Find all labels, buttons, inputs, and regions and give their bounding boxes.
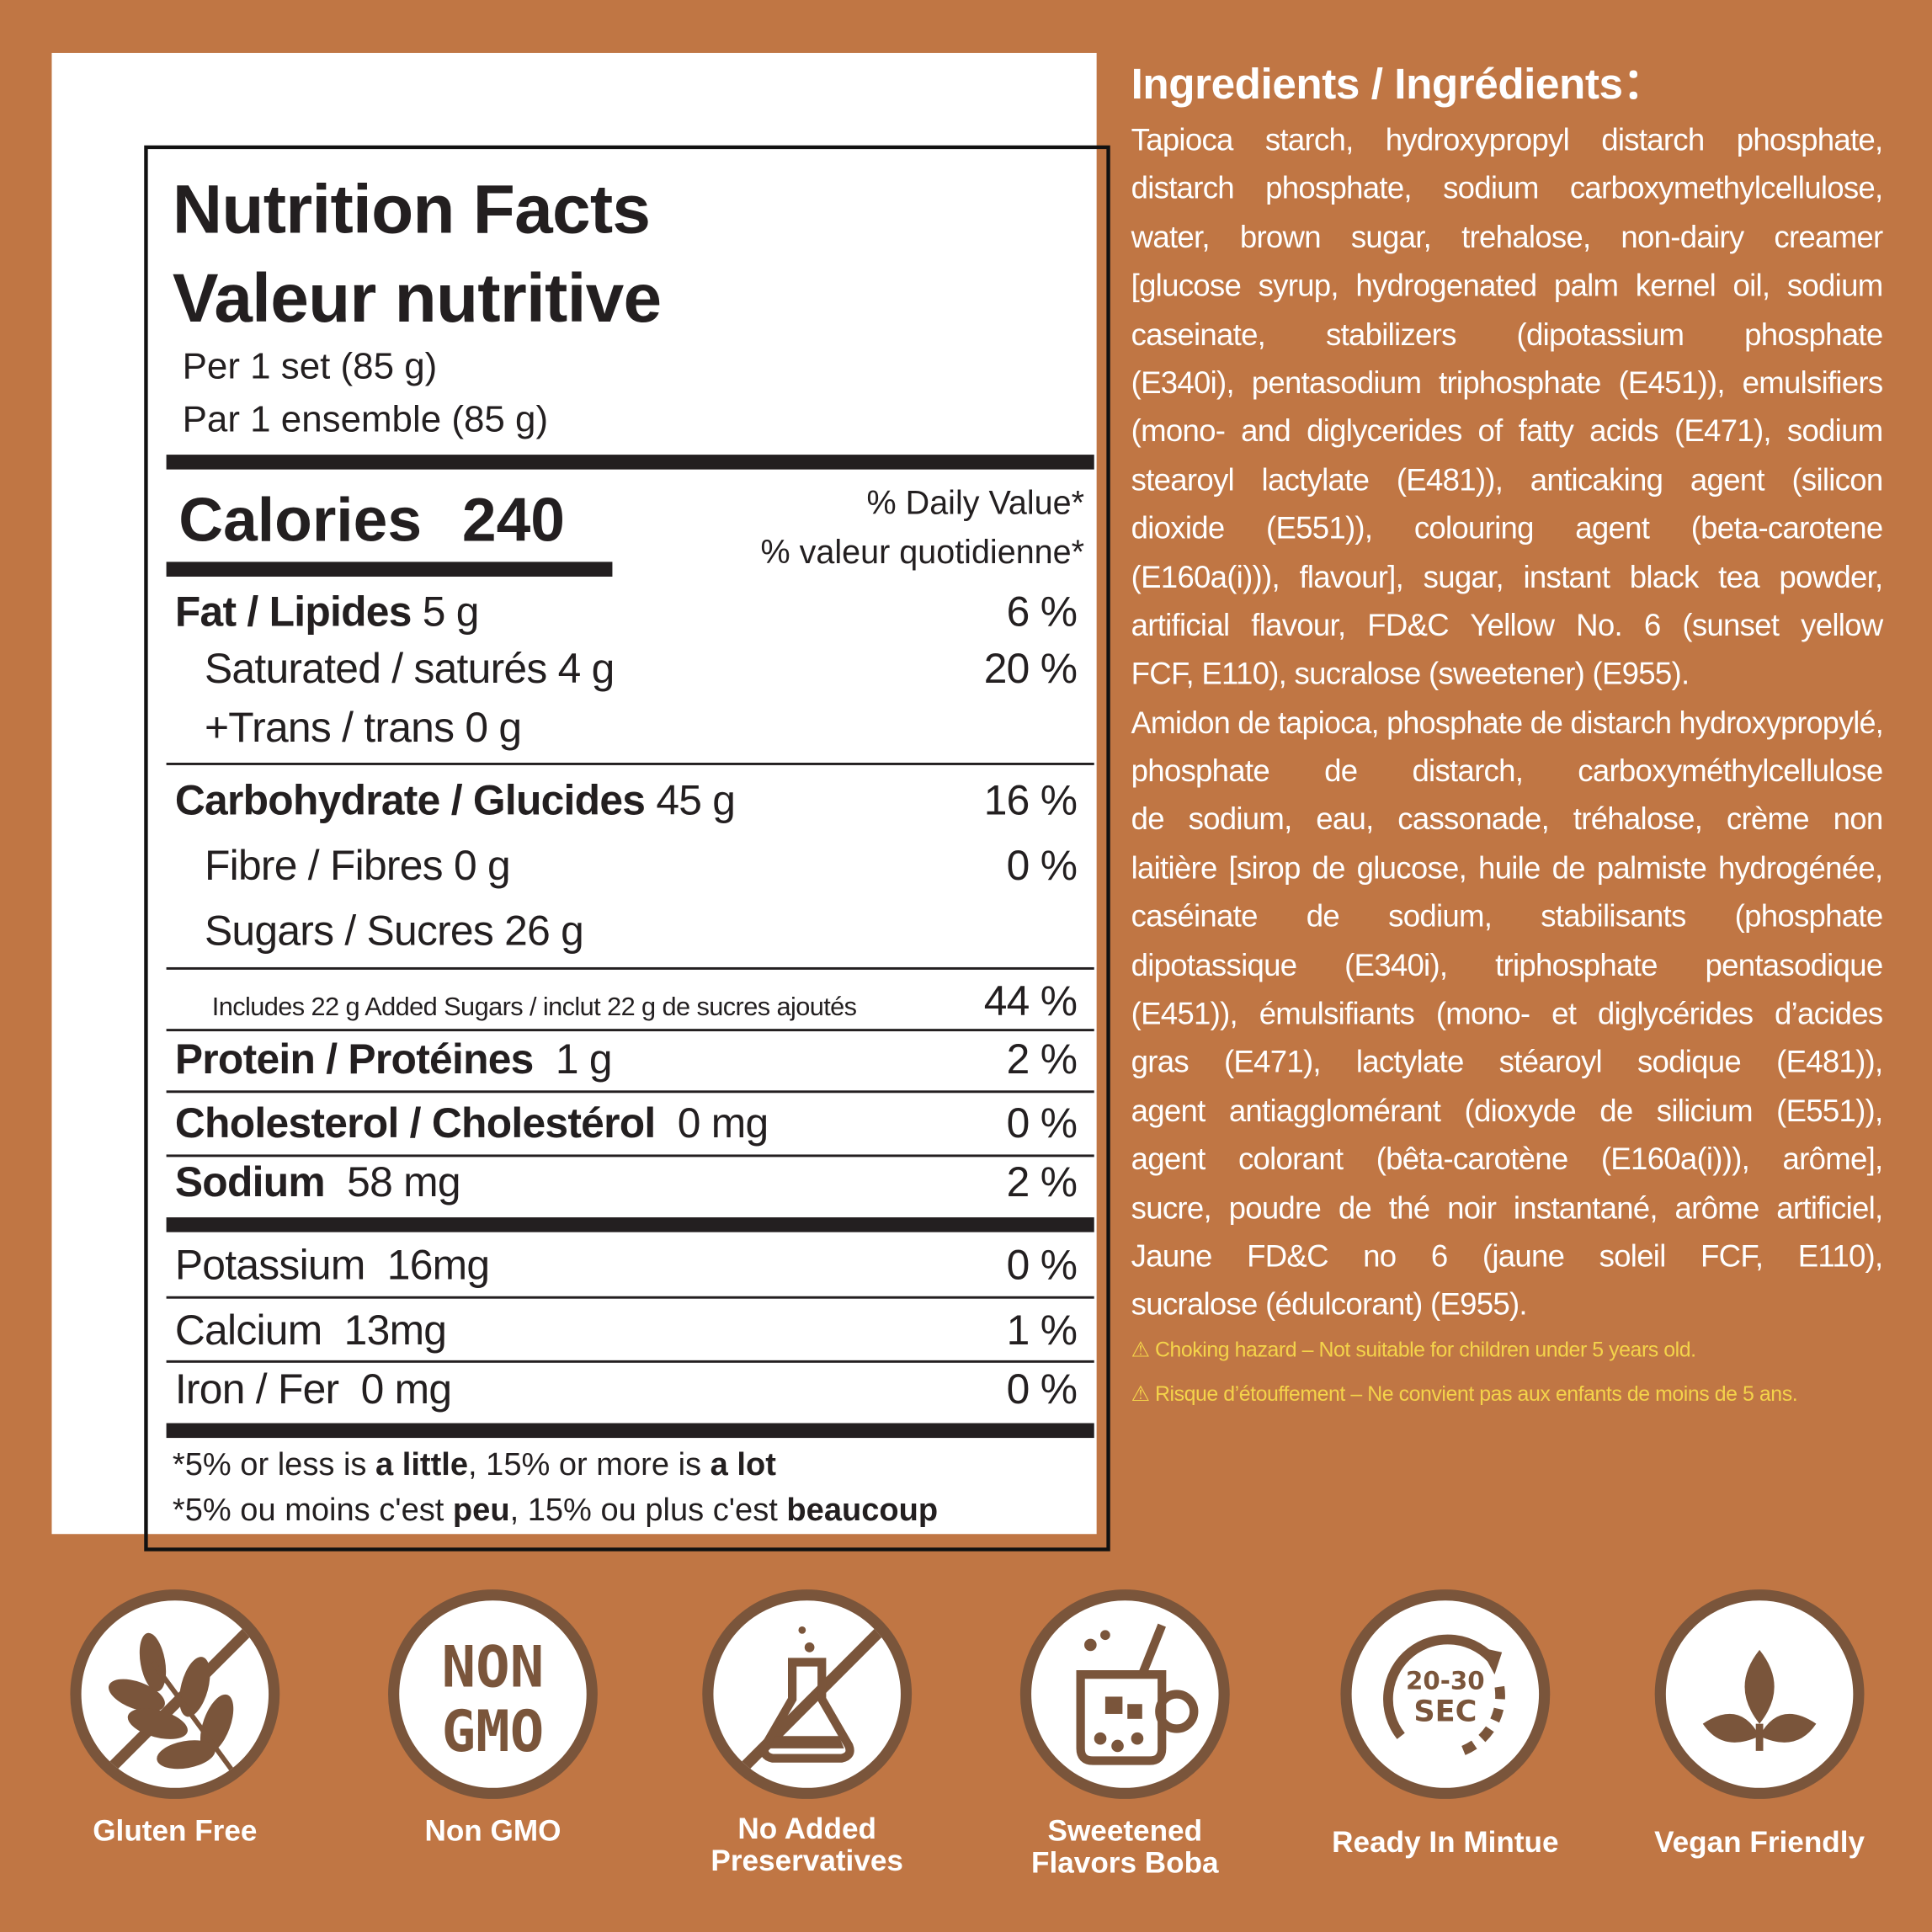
calories-label: Calories [178,485,423,555]
ingredient-line: agent antiagglomérant (dioxyde de silici… [1131,1094,1884,1129]
row-sugars: Sugars / Sucres 26 g [204,907,584,955]
ingredient-line: dipotassique (E340i), triphosphate penta… [1131,948,1884,983]
divider [166,762,1094,765]
divider [166,1090,1094,1094]
row-iron: Iron / Fer 0 mg 0 % [174,1366,1078,1413]
svg-text:SEC: SEC [1413,1695,1477,1729]
row-calcium: Calcium 13mg 1 % [174,1307,1078,1355]
title-fr: Valeur nutritive [172,258,662,337]
wheat-crossed-icon [70,1589,280,1799]
row-carbohydrate: Carbohydrate / Glucides 45 g 16 % [174,777,1078,825]
ingredients-en: Tapioca starch, hydroxypropyl distarch p… [1131,117,1884,700]
serving-fr: Par 1 ensemble (85 g) [182,399,549,440]
row-added-sugars: Includes 22 g Added Sugars / inclut 22 g… [211,978,1078,1025]
row-potassium: Potassium 16mg 0 % [174,1242,1078,1289]
svg-text:GMO: GMO [442,1699,545,1764]
divider [166,1154,1094,1158]
calories-divider [166,562,613,577]
ingredient-line: Jaune FD&C no 6 (jaune soleil FCF, E110)… [1131,1239,1884,1275]
row-cholesterol: Cholesterol / Cholestérol 0 mg 0 % [174,1100,1078,1147]
row-sodium: Sodium 58 mg 2 % [174,1159,1078,1206]
thick-divider [166,455,1094,470]
ingredient-line: phosphate de distarch, carboxyméthylcell… [1131,753,1884,789]
ingredient-line: [glucose syrup, hydrogenated palm kernel… [1131,269,1884,304]
badge-label-non-gmo: Non GMO [424,1814,562,1849]
warning-fr: ⚠ Risque d’étouffement – Ne convient pas… [1131,1382,1798,1407]
ingredient-line: distarch phosphate, sodium carboxymethyl… [1131,172,1884,207]
svg-text:NON: NON [442,1635,545,1700]
ingredient-line: gras (E471), lactylate stéaroyl sodique … [1131,1045,1884,1080]
non-gmo-icon: NON GMO [388,1589,598,1799]
ingredient-line: stearoyl lactylate (E481)), anticaking a… [1131,462,1884,498]
badge-label-ready: Ready In Mintue [1332,1826,1559,1860]
ingredients-section: Ingredients / Ingrédients： Tapioca starc… [1131,50,1884,1331]
badge-label-no-preservatives: No Added Preservatives [711,1812,903,1878]
footnote-fr: *5% ou moins c'est peu, 15% ou plus c'es… [172,1491,939,1528]
ingredient-line: (mono- and diglycerides of fatty acids (… [1131,414,1884,450]
badge-label-sweetened-boba: Sweetened Flavors Boba [1031,1814,1219,1881]
ingredient-line: caseinate, stabilizers (dipotassium phos… [1131,317,1884,352]
daily-value-en: % Daily Value* [866,484,1085,522]
nutrition-panel: Nutrition Facts Valeur nutritive Per 1 s… [51,52,1110,1551]
boba-mug-icon [1019,1589,1230,1799]
badge-label-vegan: Vegan Friendly [1654,1826,1865,1860]
divider [166,1296,1094,1299]
ingredient-line: FCF, E110), sucralose (sweetener) (E955)… [1131,657,1690,692]
divider [166,1360,1094,1363]
ingredient-line: water, brown sugar, trehalose, non-dairy… [1131,220,1884,255]
ingredient-line: dioxide (E551)), colouring agent (beta-c… [1131,511,1884,546]
ingredient-line: (E160a(i))), flavour], sugar, instant bl… [1131,560,1884,595]
warning-en: ⚠ Choking hazard – Not suitable for chil… [1131,1338,1696,1362]
timer-icon: 20-30 SEC [1340,1589,1551,1799]
ingredient-line: Amidon de tapioca, phosphate de distarch… [1131,705,1884,741]
ingredient-line: laitière [sirop de glucose, huile de pal… [1131,851,1884,886]
divider [166,966,1094,970]
ingredient-line: sucralose (édulcorant) (E955). [1131,1288,1528,1323]
ingredient-line: de sodium, eau, cassonade, tréhalose, cr… [1131,802,1884,838]
ingredient-line: caséinate de sodium, stabilisants (phosp… [1131,899,1884,934]
ingredient-line: (E340i), pentasodium triphosphate (E451)… [1131,365,1884,401]
nutrition-facts-table: Nutrition Facts Valeur nutritive Per 1 s… [144,145,1110,1551]
ingredient-line: (E451)), émulsifiants (mono- et diglycér… [1131,997,1884,1032]
row-trans: +Trans / trans 0 g [204,705,522,752]
serving-en: Per 1 set (85 g) [182,346,438,387]
svg-text:20-30: 20-30 [1406,1667,1485,1695]
ingredients-fr: Amidon de tapioca, phosphate de distarch… [1131,700,1884,1331]
flask-crossed-icon [702,1589,913,1799]
calories-value: 240 [461,485,565,555]
badge-label-gluten-free: Gluten Free [93,1814,258,1849]
thick-divider [166,1423,1094,1439]
leaves-icon [1654,1589,1865,1799]
divider [166,1029,1094,1032]
title-en: Nutrition Facts [172,169,651,248]
thick-divider [166,1217,1094,1232]
ingredient-line: sucre, poudre de thé noir instantané, ar… [1131,1190,1884,1226]
row-saturated: Saturated / saturés 4 g 20 % [204,645,1078,693]
footnote-en: *5% or less is a little, 15% or more is … [172,1445,776,1482]
ingredient-line: Tapioca starch, hydroxypropyl distarch p… [1131,123,1884,158]
ingredient-line: artificial flavour, FD&C Yellow No. 6 (s… [1131,608,1884,643]
daily-value-fr: % valeur quotidienne* [760,533,1085,571]
ingredient-line: agent colorant (bêta-carotène (E160a(i))… [1131,1142,1884,1178]
ingredients-title: Ingredients / Ingrédients： [1131,60,1666,109]
